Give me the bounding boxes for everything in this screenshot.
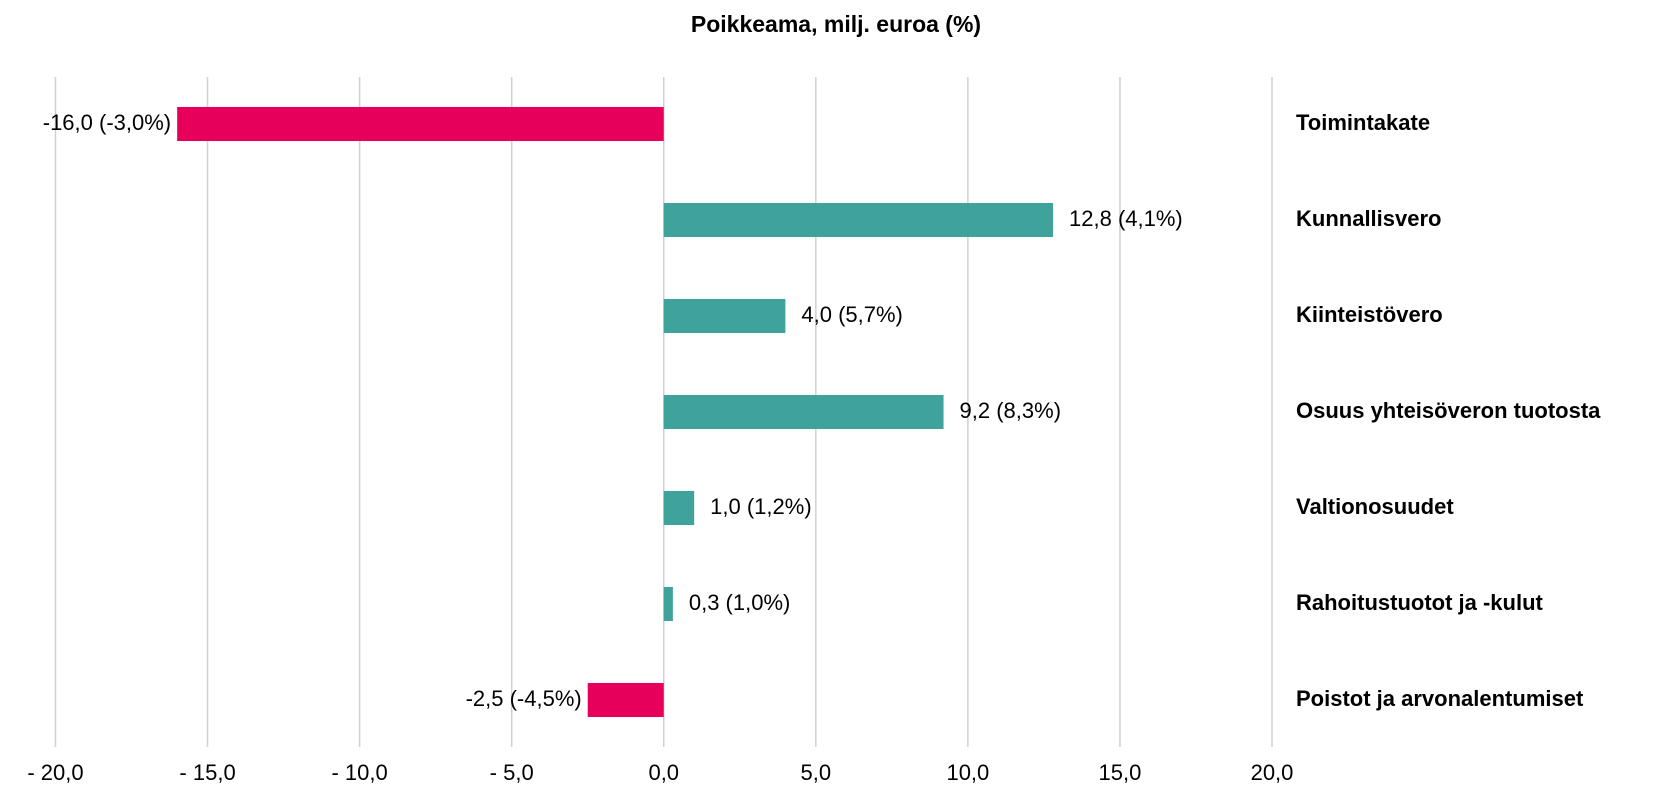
x-tick-label: 20,0 [1251, 760, 1294, 785]
bar [663, 203, 1054, 237]
category-label: Kiinteistövero [1296, 302, 1443, 327]
value-label: -16,0 (-3,0%) [43, 110, 171, 135]
value-label: -2,5 (-4,5%) [466, 686, 582, 711]
category-label: Toimintakate [1296, 110, 1430, 135]
category-label: Osuus yhteisöveron tuotosta [1296, 398, 1601, 423]
x-tick-label: - 20,0 [27, 760, 83, 785]
x-tick-label: 5,0 [801, 760, 832, 785]
value-label: 12,8 (4,1%) [1069, 206, 1183, 231]
bar [663, 299, 786, 333]
bar [177, 107, 664, 141]
value-label: 9,2 (8,3%) [960, 398, 1061, 423]
x-tick-label: 15,0 [1099, 760, 1142, 785]
value-label: 1,0 (1,2%) [710, 494, 812, 519]
bar [663, 491, 695, 525]
category-label: Poistot ja arvonalentumiset [1296, 686, 1584, 711]
category-label: Kunnallisvero [1296, 206, 1441, 231]
bar [663, 587, 673, 621]
category-label: Valtionosuudet [1296, 494, 1454, 519]
x-tick-label: 10,0 [946, 760, 989, 785]
x-tick-label: - 15,0 [179, 760, 235, 785]
x-tick-label: 0,0 [648, 760, 679, 785]
category-label: Rahoitustuotot ja -kulut [1296, 590, 1544, 615]
chart-title: Poikkeama, milj. euroa (%) [691, 11, 981, 37]
value-label: 0,3 (1,0%) [689, 590, 791, 615]
bar [587, 683, 664, 717]
x-tick-label: - 5,0 [490, 760, 534, 785]
x-tick-label: - 10,0 [331, 760, 387, 785]
value-label: 4,0 (5,7%) [801, 302, 903, 327]
bar [663, 395, 944, 429]
